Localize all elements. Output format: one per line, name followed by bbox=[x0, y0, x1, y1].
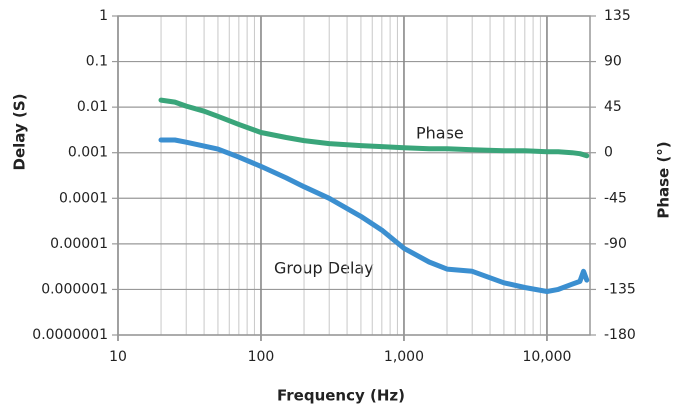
y2-tick-label: 135 bbox=[604, 8, 631, 24]
y-axis-label: Delay (S) bbox=[11, 94, 29, 171]
y-tick-label: 0.0000001 bbox=[32, 327, 108, 343]
y2-tick-label: -180 bbox=[604, 327, 636, 343]
y2-tick-label: -135 bbox=[604, 281, 636, 297]
x-tick-label: 10,000 bbox=[522, 349, 571, 365]
y-tick-label: 1 bbox=[99, 8, 108, 24]
y-tick-label: 0.01 bbox=[77, 99, 108, 115]
y2-axis-label: Phase (°) bbox=[655, 141, 673, 218]
y-tick-label: 0.0001 bbox=[59, 190, 108, 206]
x-tick-label: 10 bbox=[109, 349, 127, 365]
y-tick-label: 0.00001 bbox=[50, 236, 108, 252]
x-axis-label: Frequency (Hz) bbox=[277, 387, 405, 405]
group-delay-annotation: Group Delay bbox=[274, 259, 374, 278]
x-tick-label: 1,000 bbox=[384, 349, 424, 365]
y2-tick-label: -45 bbox=[604, 190, 627, 206]
y2-tick-label: -90 bbox=[604, 236, 627, 252]
y-tick-label: 0.000001 bbox=[41, 281, 108, 297]
phase-annotation: Phase bbox=[416, 124, 464, 143]
y-tick-label: 0.001 bbox=[68, 145, 108, 161]
x-tick-label: 100 bbox=[248, 349, 275, 365]
y2-tick-label: 45 bbox=[604, 99, 622, 115]
y-tick-label: 0.1 bbox=[86, 54, 108, 70]
plot-frame bbox=[117, 15, 591, 336]
y2-tick-label: 90 bbox=[604, 54, 622, 70]
series-line bbox=[158, 97, 590, 159]
series-line bbox=[158, 137, 590, 294]
y2-tick-label: 0 bbox=[604, 145, 613, 161]
